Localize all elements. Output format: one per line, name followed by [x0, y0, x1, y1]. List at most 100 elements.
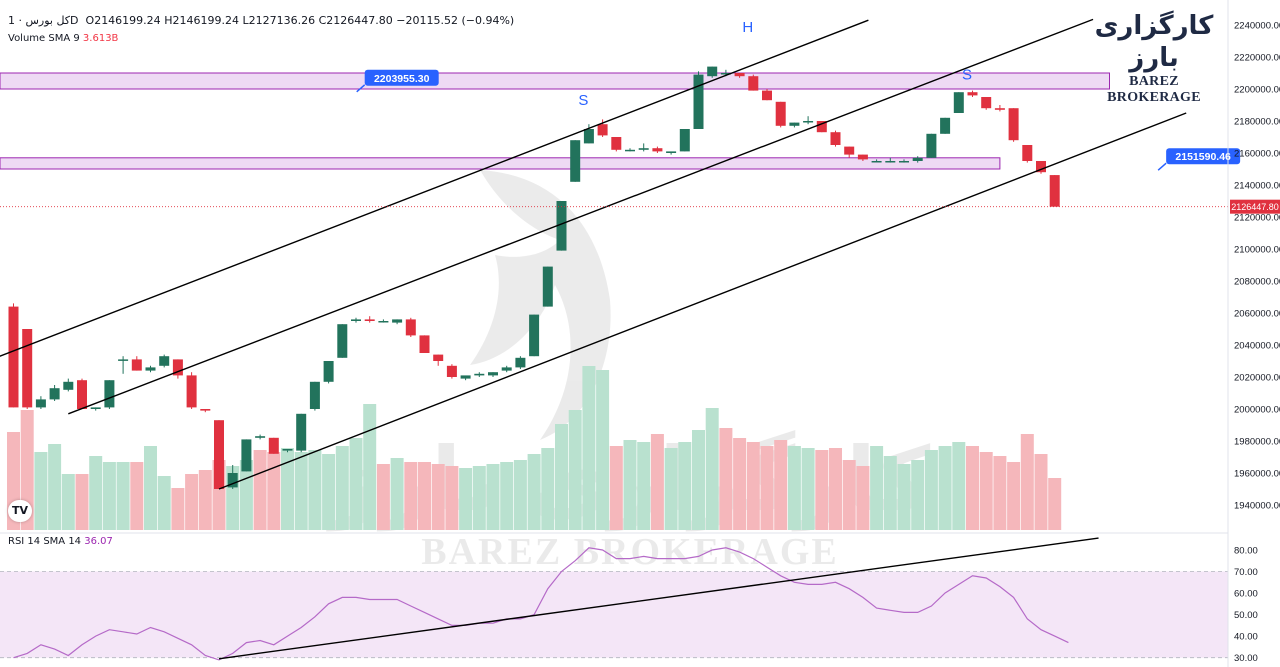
candle	[268, 437, 279, 454]
candle	[679, 129, 690, 152]
candle	[446, 364, 457, 379]
price-callout[interactable]: 2151590.46	[1157, 148, 1241, 171]
trendline-1[interactable]	[68, 18, 1094, 415]
candle-body	[255, 436, 266, 438]
volume-bar	[883, 456, 897, 530]
volume-bar	[281, 448, 294, 530]
candle	[145, 365, 156, 373]
candle	[159, 354, 170, 368]
volume-bar	[390, 458, 404, 530]
rsi-tick-label: 70.00	[1234, 567, 1258, 578]
volume-bar	[993, 456, 1007, 530]
rsi-value: 36.07	[84, 536, 113, 547]
volume-bar	[541, 448, 555, 530]
volume-bar	[157, 476, 171, 530]
candle-body	[611, 137, 622, 150]
volume-bar	[555, 424, 568, 530]
candle	[775, 101, 786, 128]
candle	[35, 396, 46, 409]
candle	[90, 407, 101, 411]
candle	[803, 116, 814, 125]
volume-bar	[185, 474, 199, 530]
candle	[871, 159, 882, 163]
last-price-badge	[1230, 199, 1280, 214]
candle	[241, 439, 252, 472]
volume-bar	[75, 474, 89, 530]
candle	[693, 71, 704, 129]
price-tick-label: 2100000.00	[1234, 245, 1280, 256]
candle-body	[803, 121, 814, 123]
volume-bar	[294, 452, 308, 530]
candle-body	[186, 375, 197, 408]
candle-body	[145, 367, 156, 371]
price-tick-label: 2120000.00	[1234, 213, 1280, 224]
price-callout[interactable]: 2203955.30	[356, 69, 439, 93]
logo-persian-text: کارگزاری بارز	[1094, 11, 1214, 73]
candle	[830, 130, 841, 147]
price-tick-label: 1980000.00	[1234, 437, 1280, 448]
callout-text: 2151590.46	[1175, 151, 1231, 163]
candle	[748, 74, 759, 91]
candle	[707, 66, 718, 78]
callout-box	[1166, 148, 1241, 165]
candle	[309, 381, 320, 411]
volume-bar	[733, 438, 747, 530]
last-price-label: 2126447.80	[1231, 202, 1279, 212]
candle-body	[830, 132, 841, 145]
rsi-trendline[interactable]	[218, 537, 1099, 660]
candle	[255, 434, 266, 440]
ohlc-close: C2126447.80	[318, 14, 393, 27]
candle-body	[90, 407, 101, 409]
volume-bar	[34, 452, 48, 530]
volume-bar	[678, 442, 692, 530]
candle	[570, 140, 581, 182]
candle	[734, 73, 745, 78]
candle	[1036, 161, 1046, 174]
ohlc-change: −20115.52 (−0.94%)	[396, 14, 515, 27]
candle-body	[720, 73, 731, 75]
candle	[583, 124, 594, 144]
volume-bar	[815, 450, 829, 530]
candle	[77, 378, 87, 409]
trendline-0[interactable]	[0, 19, 869, 357]
price-tick-label: 2060000.00	[1234, 309, 1280, 320]
candle	[104, 380, 115, 409]
candle-body	[885, 161, 896, 163]
volume-bar	[966, 446, 979, 530]
candle	[816, 121, 827, 133]
candle	[899, 159, 909, 163]
candle-body	[967, 92, 978, 96]
candle	[63, 378, 74, 392]
candle-body	[446, 365, 457, 377]
candle	[8, 303, 19, 408]
ohlc-open: O2146199.24	[85, 14, 161, 27]
candle-body	[638, 148, 649, 150]
pattern-label: H	[742, 19, 753, 36]
volume-bar	[116, 462, 130, 530]
volume-bar	[130, 462, 144, 530]
candle-body	[268, 437, 279, 454]
volume-bar	[568, 410, 582, 530]
pattern-label: S	[962, 66, 972, 83]
rsi-label: RSI 14 SMA 14	[8, 536, 82, 547]
volume-bar	[664, 448, 678, 530]
candle-body	[994, 108, 1005, 110]
candle-body	[844, 146, 855, 155]
volume-bar	[102, 462, 116, 530]
candle	[118, 356, 129, 374]
price-tick-label: 2040000.00	[1234, 341, 1280, 352]
tradingview-logo-icon[interactable]: TV	[8, 500, 32, 522]
candle-body	[351, 319, 361, 321]
candle	[214, 420, 224, 489]
candle-body	[241, 439, 252, 472]
volume-bar	[609, 446, 623, 530]
ohlc-high: H2146199.24	[164, 14, 239, 27]
candle	[378, 319, 389, 323]
candle-body	[296, 413, 307, 451]
candle-body	[488, 372, 498, 376]
volume-bar	[582, 366, 596, 530]
price-tick-label: 1960000.00	[1234, 469, 1280, 480]
volume-bar	[924, 450, 938, 530]
trendline-2[interactable]	[218, 112, 1187, 490]
